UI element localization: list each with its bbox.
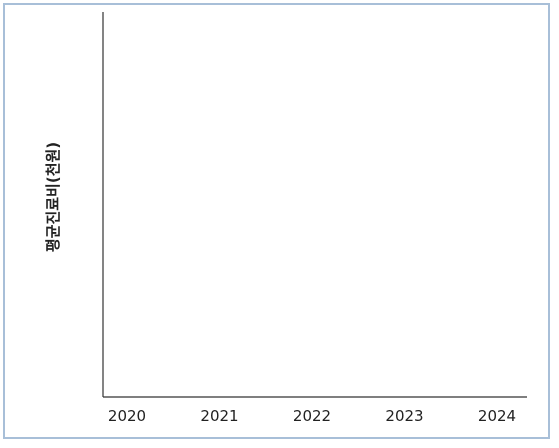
x-tick-label: 2021 (200, 407, 238, 425)
chart-axes (102, 12, 527, 398)
x-ticks: 2020 2021 2022 2023 2024 (108, 407, 516, 425)
x-tick-label: 2022 (293, 407, 331, 425)
x-tick-label: 2020 (108, 407, 146, 425)
chart-frame (3, 3, 550, 439)
x-tick-label: 2024 (478, 407, 516, 425)
x-tick-label: 2023 (385, 407, 423, 425)
y-axis-label: 평균진료비(천원) (44, 142, 62, 252)
